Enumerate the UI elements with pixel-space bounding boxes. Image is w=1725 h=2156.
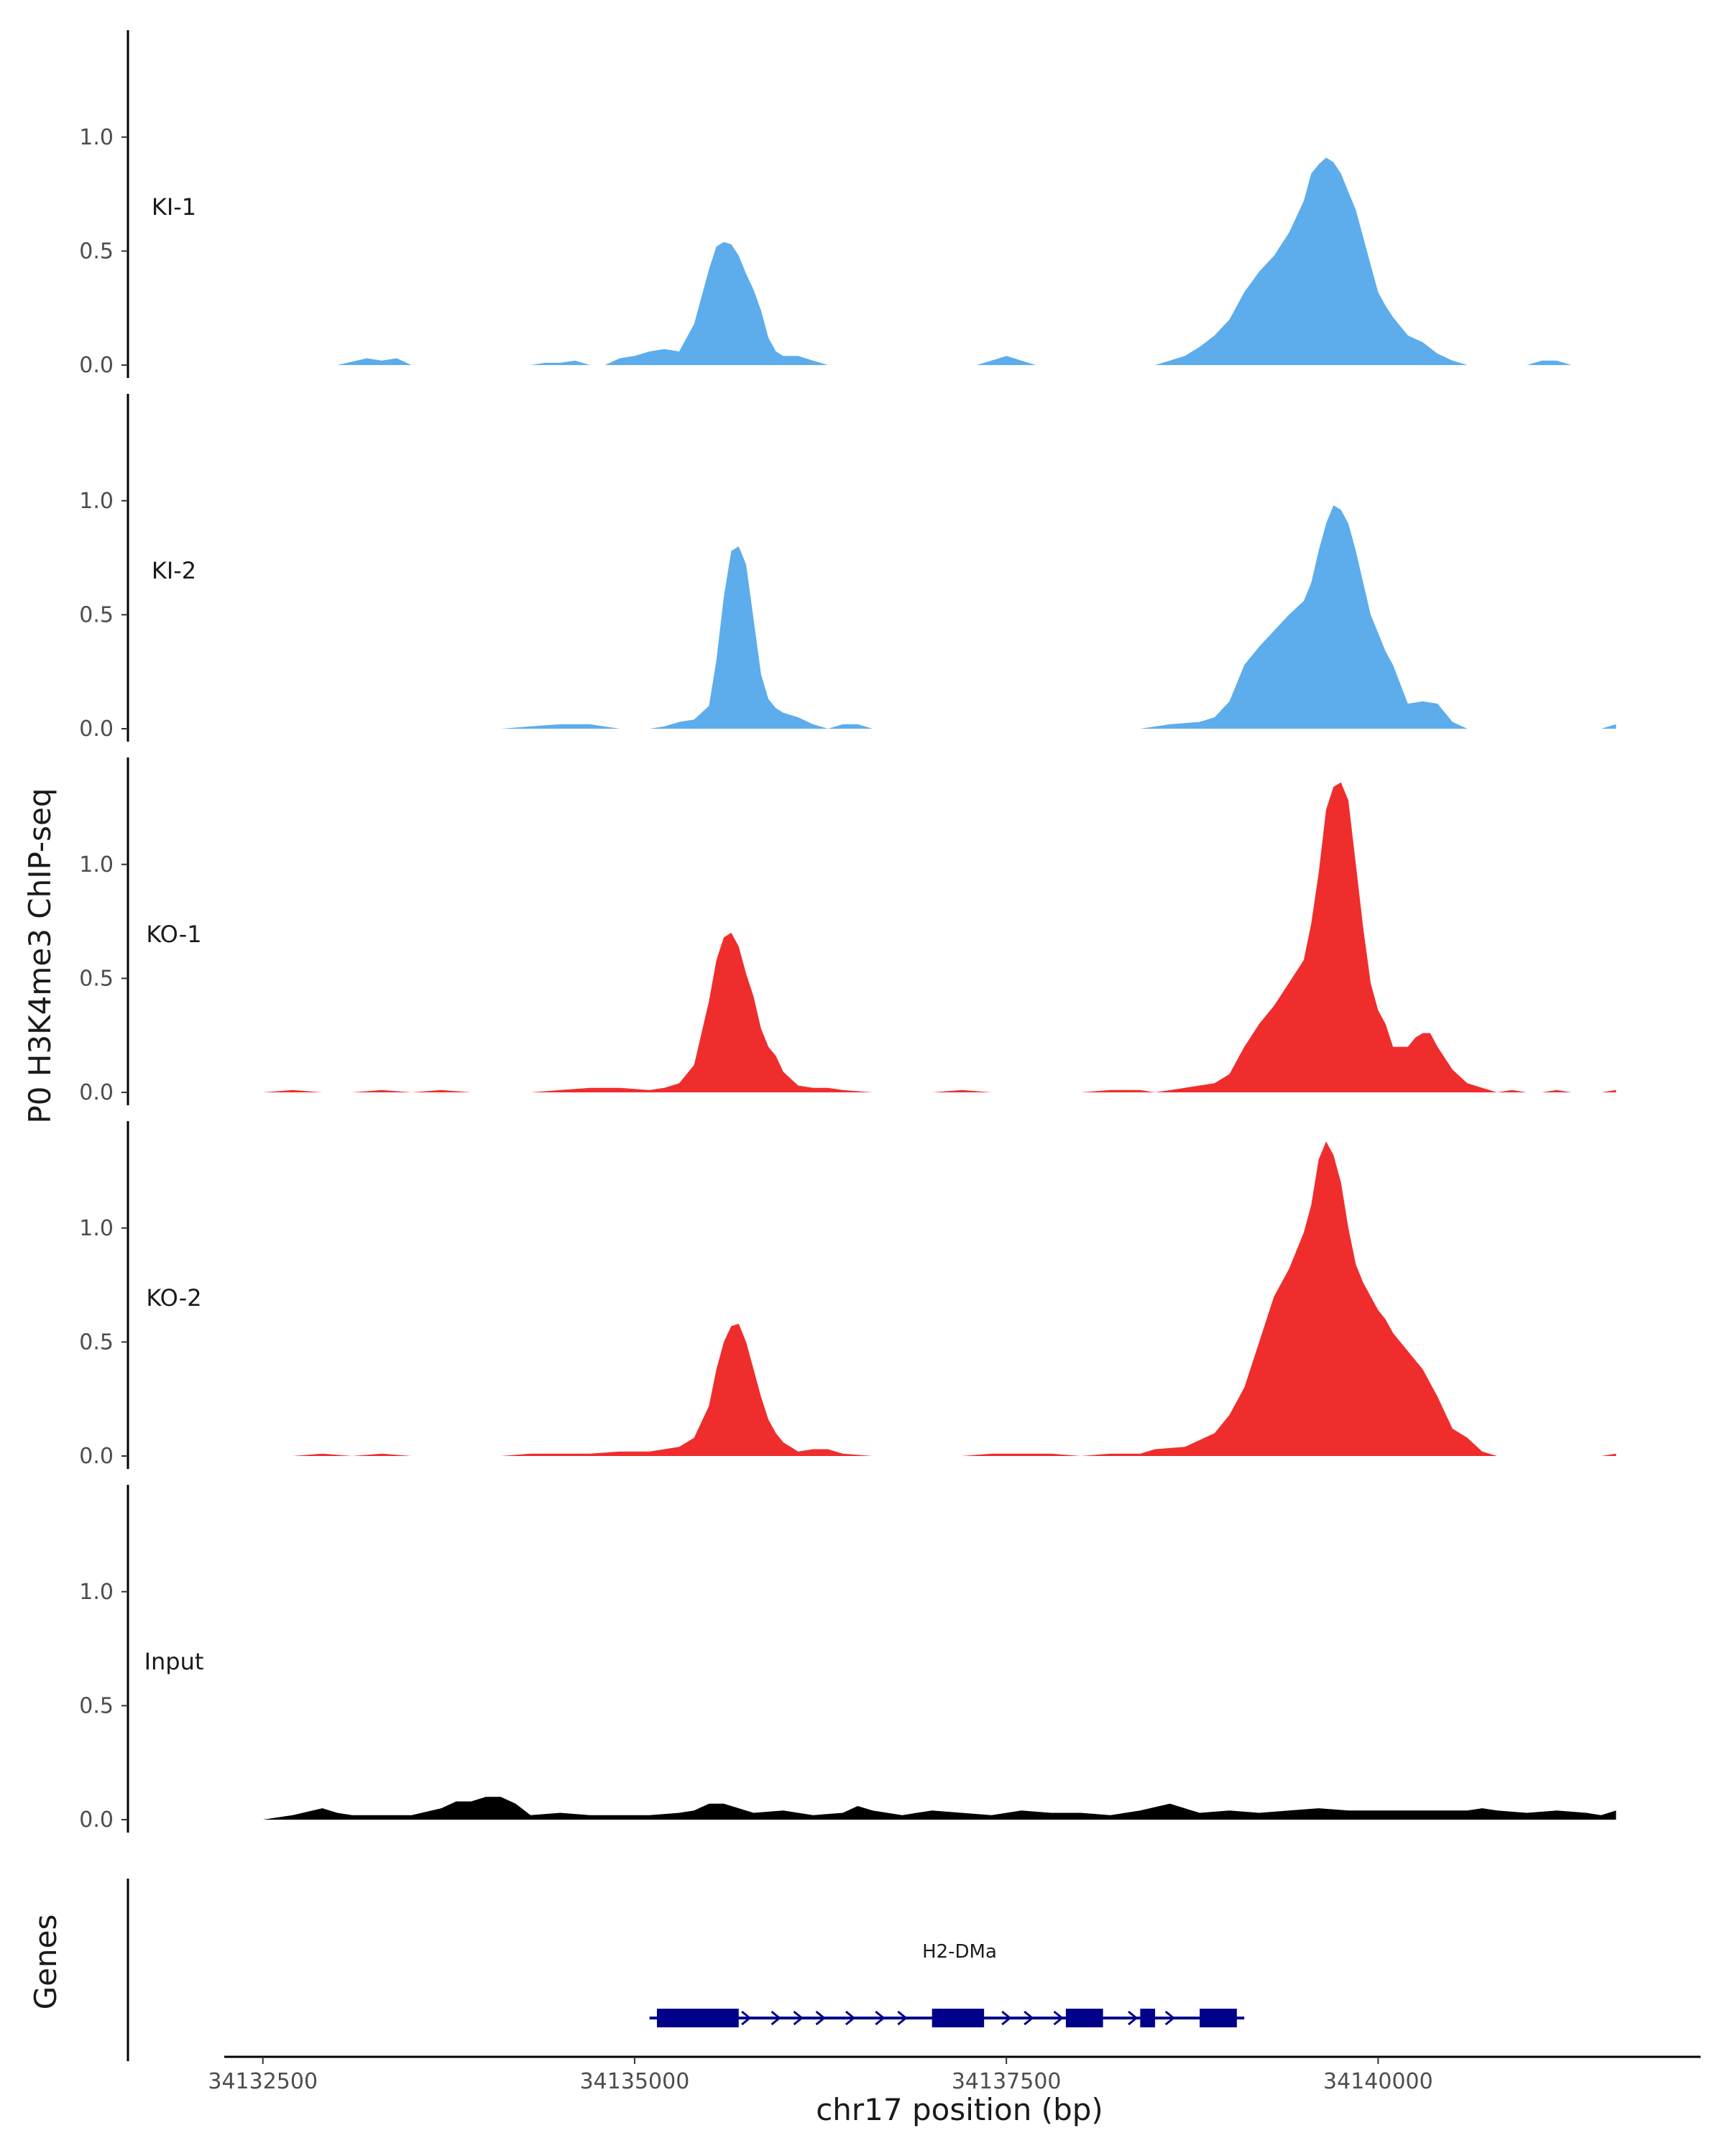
x-tick-label: 34140000 — [1323, 2069, 1433, 2094]
x-axis: 34132500 34135000 34137500 34140000 — [208, 2055, 1701, 2094]
y-tick-label: 0.0 — [79, 717, 114, 742]
gene-strand-arrow — [1128, 2010, 1138, 2026]
x-axis-title: chr17 position (bp) — [816, 2092, 1103, 2127]
gene-strand-arrow — [1001, 2010, 1012, 2026]
gene-exon — [932, 2009, 985, 2027]
y-tick-label: 1.0 — [79, 852, 114, 877]
gene-strand-arrow — [770, 2010, 781, 2026]
gene-exon — [1200, 2009, 1237, 2027]
signal-area-ko-1 — [262, 782, 1616, 1092]
signal-area-ko-2 — [262, 1141, 1616, 1456]
signal-area-ki-1 — [300, 157, 1616, 366]
y-tick-label: 0.0 — [79, 1807, 114, 1833]
track-ki-1: 0.0 0.5 1.0 KI-1 — [79, 30, 1616, 378]
x-tick-label: 34132500 — [208, 2069, 318, 2094]
track-ko-2: 0.0 0.5 1.0 KO-2 — [79, 1121, 1616, 1469]
y-tick-label: 0.5 — [79, 239, 114, 264]
y-tick-label: 0.5 — [79, 602, 114, 627]
gene-strand-arrow — [845, 2010, 856, 2026]
y-tick-label: 1.0 — [79, 1216, 114, 1241]
track-input: 0.0 0.5 1.0 Input — [79, 1485, 1616, 1833]
y-tick-label: 0.0 — [79, 1444, 114, 1469]
track-ko-1: 0.0 0.5 1.0 KO-1 — [79, 757, 1616, 1105]
gene-exon — [1140, 2009, 1156, 2027]
gene-strand-arrow — [1164, 2010, 1176, 2026]
track-label: KI-1 — [152, 193, 196, 221]
y-tick-label: 0.5 — [79, 966, 114, 991]
y-tick-label: 0.5 — [79, 1330, 114, 1355]
gene-strand-arrow — [1053, 2010, 1064, 2026]
track-panels: 0.00.51.0KI-10.00.51.0KI-20.00.51.0KO-10… — [79, 30, 1616, 1833]
signal-area-input — [262, 1797, 1616, 1820]
gene-exon — [1065, 2009, 1103, 2027]
gene-strand-arrow — [897, 2010, 908, 2026]
gene-strand-arrow — [793, 2010, 804, 2026]
gene-strand-arrow — [1024, 2010, 1034, 2026]
track-ki-2: 0.0 0.5 1.0 KI-2 — [79, 394, 1616, 742]
x-tick-label: 34135000 — [580, 2069, 690, 2094]
y-tick-label: 1.0 — [79, 489, 114, 514]
track-label: KO-2 — [146, 1284, 201, 1312]
track-label: Input — [144, 1648, 204, 1675]
x-tick-label: 34137500 — [952, 2069, 1062, 2094]
y-tick-label: 0.0 — [79, 353, 114, 378]
y-tick-label: 1.0 — [79, 1580, 114, 1605]
genes-panel: Genes H2-DMa — [28, 1879, 1245, 2061]
gene-name-label: H2-DMa — [922, 1941, 997, 1963]
gene-strand-arrow — [815, 2010, 826, 2026]
y-tick-label: 1.0 — [79, 125, 114, 150]
gene-strand-arrow — [741, 2010, 752, 2026]
gene-strand-arrow — [875, 2010, 886, 2026]
track-label: KO-1 — [146, 921, 201, 948]
genes-axis-title: Genes — [28, 1915, 63, 2010]
y-axis-title: P0 H3K4me3 ChIP-seq — [22, 788, 58, 1123]
gene-exon — [656, 2009, 739, 2027]
y-tick-label: 0.0 — [79, 1080, 114, 1105]
track-label: KI-2 — [152, 557, 196, 584]
signal-area-ki-2 — [262, 505, 1616, 729]
y-tick-label: 0.5 — [79, 1693, 114, 1718]
